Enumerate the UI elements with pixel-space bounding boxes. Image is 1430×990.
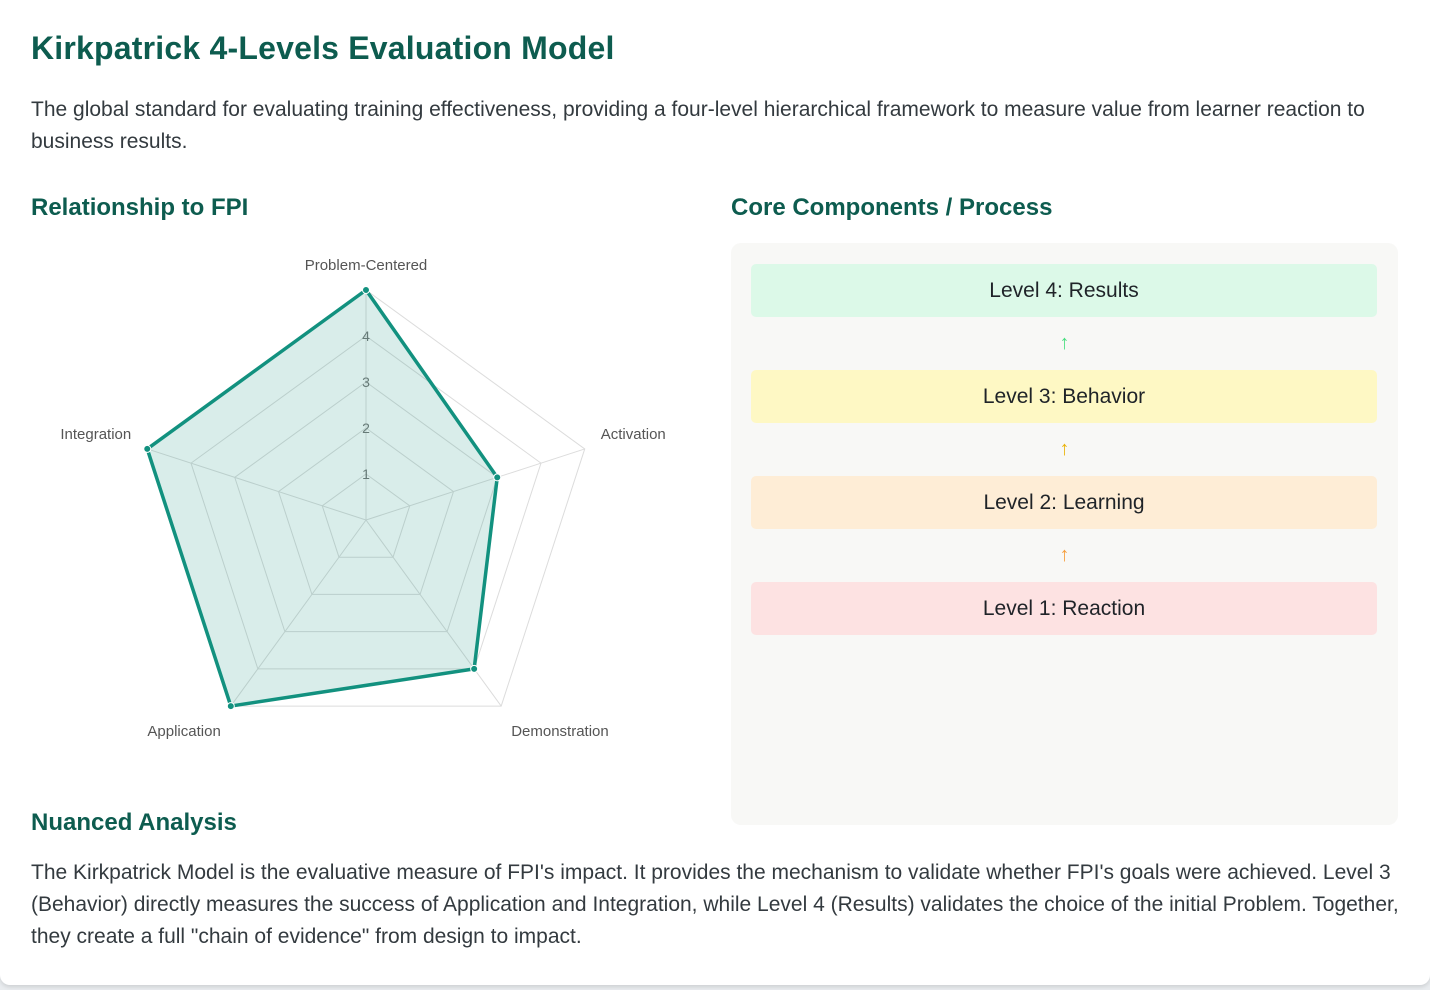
page-description: The global standard for evaluating train… — [31, 98, 1365, 153]
tick-label: 3 — [362, 374, 370, 390]
grid-spoke — [230, 519, 367, 707]
axis-label: Activation — [601, 426, 666, 443]
grid-spoke — [147, 448, 367, 521]
data-point — [143, 444, 152, 453]
arrow-up-icon: ↑ — [1059, 332, 1070, 354]
data-point — [226, 702, 235, 711]
analysis-heading: Nuanced Analysis — [31, 809, 237, 836]
grid-ring — [234, 381, 498, 633]
tick-label: 4 — [362, 328, 370, 344]
axis-label: Application — [147, 723, 220, 740]
radar-chart: 1 2 3 4 Problem-Centered Activation Demonstrat… — [60, 257, 666, 740]
data-point — [470, 664, 479, 673]
process-panel: Level 4: Results ↑ Level 3: Behavior ↑ L… — [731, 243, 1398, 825]
data-point — [362, 286, 370, 294]
axis-label: Demonstration — [511, 723, 609, 740]
level-3-box: Level 3: Behavior — [751, 370, 1377, 423]
relationship-heading: Relationship to FPI — [31, 194, 249, 221]
grid-ring — [321, 473, 411, 558]
grid-spoke — [365, 448, 585, 521]
arrow-up-icon: ↑ — [1059, 544, 1070, 566]
grid-ring — [190, 335, 542, 670]
axis-label: Integration — [60, 426, 131, 443]
axis-label: Problem-Centered — [305, 257, 428, 274]
arrow-up-icon: ↑ — [1059, 438, 1070, 460]
tick-label: 2 — [362, 420, 370, 436]
level-2-box: Level 2: Learning — [751, 476, 1377, 529]
level-4-box: Level 4: Results — [751, 264, 1377, 317]
tick-label: 1 — [362, 466, 370, 482]
grid-ring — [277, 427, 455, 595]
page-title: Kirkpatrick 4-Levels Evaluation Model — [31, 30, 615, 66]
series-area — [145, 288, 499, 708]
data-point — [493, 473, 502, 482]
analysis-text: The Kirkpatrick Model is the evaluative … — [31, 861, 1399, 948]
grid-spoke — [365, 519, 502, 707]
level-1-box: Level 1: Reaction — [751, 582, 1377, 635]
core-components-heading: Core Components / Process — [731, 194, 1053, 221]
